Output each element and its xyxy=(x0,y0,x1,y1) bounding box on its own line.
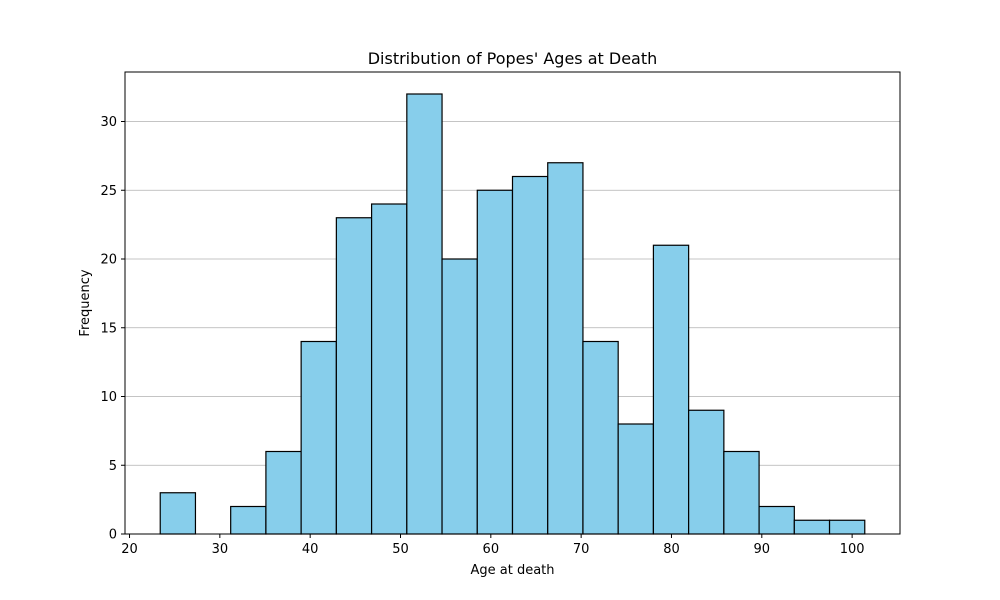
histogram-bar xyxy=(547,162,584,535)
histogram-bar xyxy=(476,189,514,535)
histogram-bar xyxy=(688,409,725,535)
x-tick-label: 70 xyxy=(573,542,590,557)
y-tick-label: 30 xyxy=(100,115,117,130)
histogram-bar xyxy=(370,203,408,535)
y-tick-label: 0 xyxy=(109,528,117,543)
y-tick-label: 5 xyxy=(109,459,117,474)
histogram-bar xyxy=(723,450,760,535)
y-tick-label: 15 xyxy=(100,321,117,336)
histogram-bar xyxy=(441,258,478,535)
y-tick-label: 20 xyxy=(100,253,117,268)
histogram-bar xyxy=(758,505,795,535)
histogram-bar xyxy=(230,505,267,535)
x-tick-label: 80 xyxy=(663,542,680,557)
histogram-bar xyxy=(617,423,655,535)
histogram-bar xyxy=(828,519,866,535)
histogram-bar xyxy=(406,93,443,535)
histogram-bar xyxy=(511,175,549,535)
x-tick-label: 60 xyxy=(483,542,500,557)
x-tick-label: 30 xyxy=(212,542,229,557)
x-tick-label: 20 xyxy=(121,542,138,557)
x-tick-label: 100 xyxy=(840,542,865,557)
x-tick-label: 40 xyxy=(302,542,319,557)
histogram-bar xyxy=(793,519,831,535)
plot-frame xyxy=(124,71,901,535)
chart-title: Distribution of Popes' Ages at Death xyxy=(368,49,658,68)
y-tick-label: 25 xyxy=(100,184,117,199)
bars xyxy=(159,93,866,535)
x-tick-label: 50 xyxy=(392,542,409,557)
y-tick-label: 10 xyxy=(100,390,117,405)
y-axis-ticks: 0 5 10 15 20 25 30 xyxy=(100,115,125,543)
histogram-bar xyxy=(652,244,690,535)
histogram-bar xyxy=(265,450,302,535)
x-axis-ticks: 20 30 40 50 60 70 80 90 100 xyxy=(121,534,865,557)
x-axis-label: Age at death xyxy=(470,563,554,578)
histogram-bar xyxy=(300,340,337,535)
histogram-bar xyxy=(582,340,619,535)
histogram-bar xyxy=(335,217,373,535)
y-axis-label: Frequency xyxy=(78,269,93,336)
x-tick-label: 90 xyxy=(754,542,771,557)
histogram-bar xyxy=(159,492,197,535)
